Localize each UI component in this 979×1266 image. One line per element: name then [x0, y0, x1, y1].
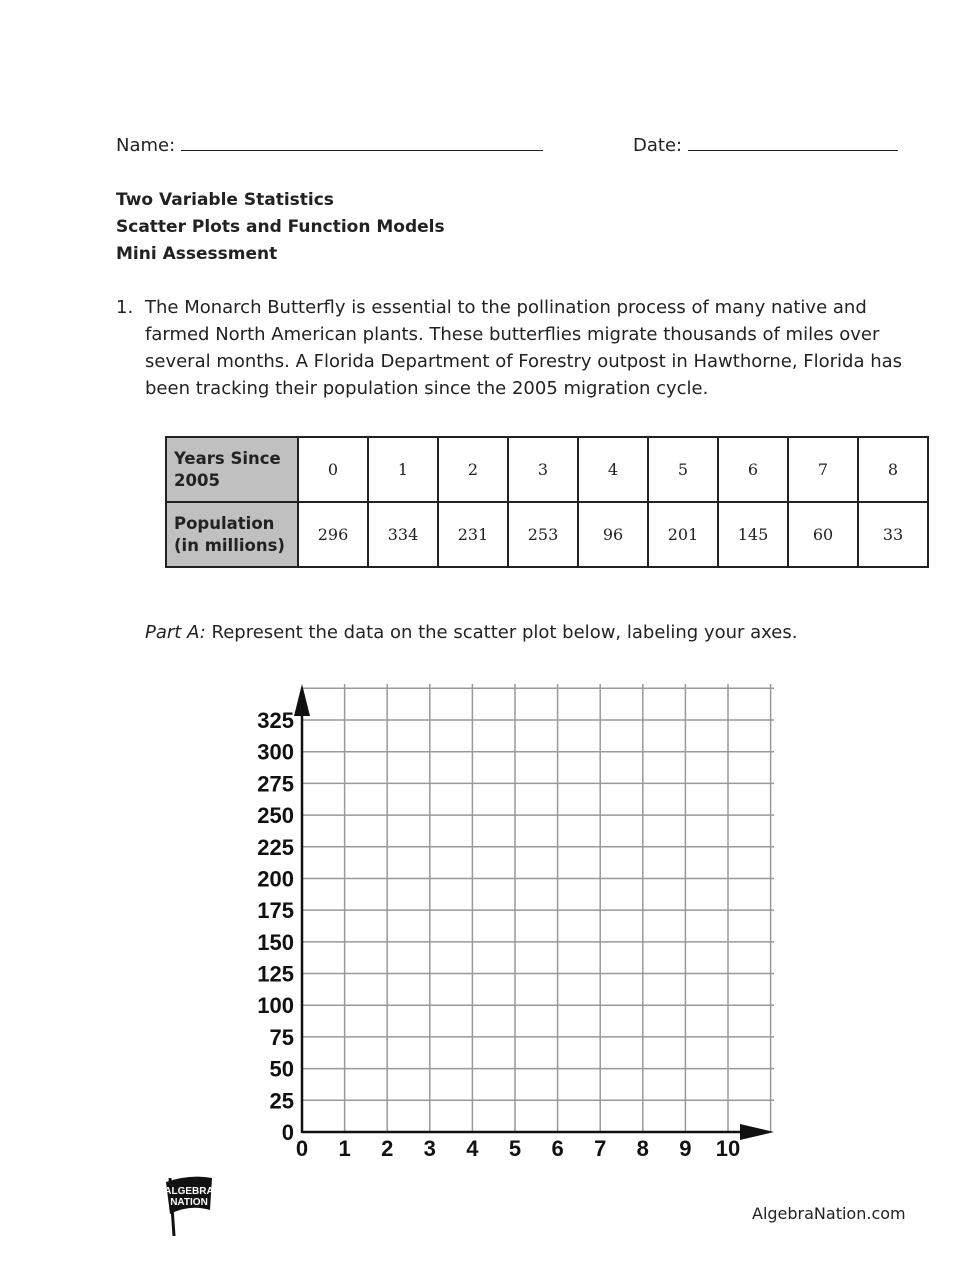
- question-text: The Monarch Butterfly is essential to th…: [145, 294, 945, 402]
- y-tick-label: 175: [257, 898, 294, 923]
- y-tick-label: 0: [282, 1120, 294, 1145]
- population-cell: 96: [577, 501, 649, 568]
- y-tick-label: 150: [257, 930, 294, 955]
- x-tick-label: 8: [637, 1136, 649, 1161]
- x-tick-label: 1: [338, 1136, 350, 1161]
- title-line: Two Variable Statistics: [116, 190, 334, 210]
- name-blank[interactable]: [180, 134, 543, 151]
- y-tick-label: 300: [257, 740, 294, 765]
- x-tick-label: 7: [594, 1136, 606, 1161]
- y-tick-label: 125: [257, 962, 294, 987]
- y-tick-label: 225: [257, 835, 294, 860]
- population-cell: 201: [647, 501, 719, 568]
- year-cell: 3: [507, 436, 579, 503]
- population-cell: 231: [437, 501, 509, 568]
- x-tick-label: 9: [679, 1136, 691, 1161]
- date-field[interactable]: Date:: [633, 134, 898, 156]
- year-cell: 5: [647, 436, 719, 503]
- name-label: Name:: [116, 135, 176, 156]
- population-cell: 33: [857, 501, 929, 568]
- x-tick-label: 10: [716, 1136, 740, 1161]
- part-a-text: Represent the data on the scatter plot b…: [205, 622, 798, 643]
- part-a-prompt: Part A: Represent the data on the scatte…: [145, 619, 797, 646]
- year-cell: 2: [437, 436, 509, 503]
- part-a-label: Part A:: [145, 622, 206, 643]
- year-cell: 6: [717, 436, 789, 503]
- x-tick-label: 2: [381, 1136, 393, 1161]
- question-line: several months. A Florida Department of …: [145, 351, 903, 372]
- name-field[interactable]: Name:: [116, 134, 543, 156]
- year-cell: 0: [297, 436, 369, 503]
- date-label: Date:: [633, 135, 683, 156]
- year-cell: 4: [577, 436, 649, 503]
- y-tick-label: 250: [257, 803, 294, 828]
- algebra-nation-logo: ALGEBRA NATION: [164, 1176, 214, 1237]
- population-cell: 253: [507, 501, 579, 568]
- row-header: Population (in millions): [165, 501, 299, 568]
- y-tick-label: 50: [270, 1057, 294, 1082]
- table-row: Population (in millions) 296 334 231 253 96 2…: [165, 501, 929, 568]
- y-tick-label: 325: [257, 708, 294, 733]
- title-line: Scatter Plots and Function Models: [116, 217, 445, 237]
- y-tick-label: 75: [270, 1025, 294, 1050]
- x-tick-label: 4: [466, 1136, 479, 1161]
- svg-text:NATION: NATION: [170, 1197, 208, 1208]
- worksheet-titles: Two Variable Statistics Scatter Plots an…: [116, 187, 445, 268]
- y-axis-arrow-icon: [294, 684, 310, 716]
- year-cell: 7: [787, 436, 859, 503]
- population-cell: 334: [367, 501, 439, 568]
- x-tick-label: 5: [509, 1136, 521, 1161]
- year-cell: 8: [857, 436, 929, 503]
- question-line: been tracking their population since the…: [145, 378, 709, 399]
- row-header: Years Since 2005: [165, 436, 299, 503]
- y-tick-label: 100: [257, 993, 294, 1018]
- x-tick-label: 3: [424, 1136, 436, 1161]
- y-tick-label: 275: [257, 771, 294, 796]
- population-cell: 60: [787, 501, 859, 568]
- population-cell: 145: [717, 501, 789, 568]
- y-tick-label: 200: [257, 866, 294, 891]
- question-line: farmed North American plants. These butt…: [145, 324, 880, 345]
- question-line: The Monarch Butterfly is essential to th…: [145, 297, 867, 318]
- x-axis-arrow-icon: [740, 1124, 774, 1140]
- title-line: Mini Assessment: [116, 244, 278, 264]
- year-cell: 1: [367, 436, 439, 503]
- y-tick-label: 25: [270, 1088, 294, 1113]
- x-tick-label: 0: [296, 1136, 308, 1161]
- population-cell: 296: [297, 501, 369, 568]
- question-number: 1.: [116, 297, 134, 318]
- svg-text:ALGEBRA: ALGEBRA: [164, 1186, 213, 1197]
- footer-site: AlgebraNation.com: [752, 1204, 906, 1223]
- x-tick-label: 6: [551, 1136, 563, 1161]
- date-blank[interactable]: [687, 134, 898, 151]
